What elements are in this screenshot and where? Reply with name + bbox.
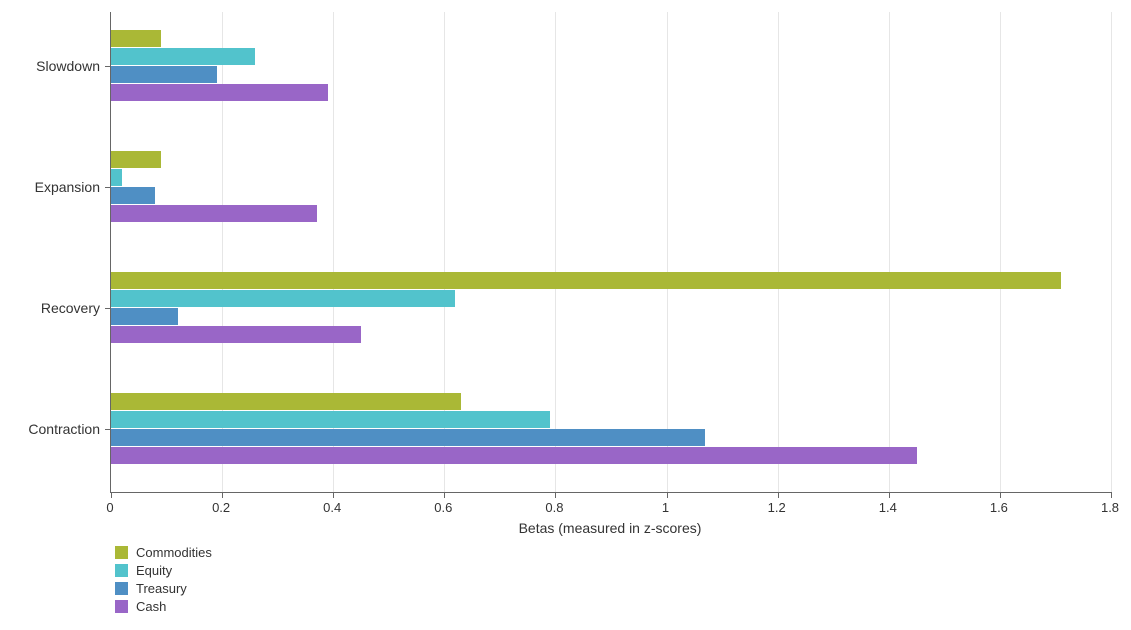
legend-item: Commodities bbox=[115, 546, 212, 559]
bar bbox=[111, 308, 178, 325]
grid-line bbox=[889, 12, 890, 492]
legend-item: Cash bbox=[115, 600, 212, 613]
legend-item: Treasury bbox=[115, 582, 212, 595]
x-tick-mark bbox=[1111, 492, 1112, 498]
grid-line bbox=[667, 12, 668, 492]
x-tick-label: 1.2 bbox=[768, 500, 786, 515]
x-tick-label: 1.6 bbox=[990, 500, 1008, 515]
bar bbox=[111, 169, 122, 186]
legend-label: Equity bbox=[136, 564, 172, 577]
y-category-label: Expansion bbox=[35, 179, 100, 195]
legend: Commodities Equity Treasury Cash bbox=[115, 546, 212, 618]
x-tick-label: 1 bbox=[662, 500, 669, 515]
x-tick-mark bbox=[555, 492, 556, 498]
x-tick-label: 0.4 bbox=[323, 500, 341, 515]
x-tick-mark bbox=[222, 492, 223, 498]
legend-item: Equity bbox=[115, 564, 212, 577]
bar bbox=[111, 205, 317, 222]
bar bbox=[111, 447, 917, 464]
x-tick-label: 0.6 bbox=[434, 500, 452, 515]
beta-chart: 0 0.2 0.4 0.6 0.8 1 1.2 1.4 1.6 1.8 Betas (measure… bbox=[0, 0, 1131, 630]
bar bbox=[111, 326, 361, 343]
grid-line bbox=[555, 12, 556, 492]
grid-line bbox=[1000, 12, 1001, 492]
x-tick-mark bbox=[111, 492, 112, 498]
x-tick-mark bbox=[444, 492, 445, 498]
bar bbox=[111, 66, 217, 83]
bar bbox=[111, 411, 550, 428]
bar bbox=[111, 393, 461, 410]
x-tick-label: 1.8 bbox=[1101, 500, 1119, 515]
y-category-label: Slowdown bbox=[36, 58, 100, 74]
x-tick-mark bbox=[1000, 492, 1001, 498]
y-category-label: Recovery bbox=[41, 300, 100, 316]
x-tick-label: 0.2 bbox=[212, 500, 230, 515]
bar bbox=[111, 272, 1061, 289]
y-category-label: Contraction bbox=[28, 421, 100, 437]
legend-swatch bbox=[115, 546, 128, 559]
bar bbox=[111, 290, 455, 307]
x-tick-mark bbox=[667, 492, 668, 498]
legend-swatch bbox=[115, 582, 128, 595]
bar bbox=[111, 84, 328, 101]
x-tick-mark bbox=[889, 492, 890, 498]
bar bbox=[111, 48, 255, 65]
x-tick-label: 1.4 bbox=[879, 500, 897, 515]
bar bbox=[111, 151, 161, 168]
x-tick-label: 0.8 bbox=[545, 500, 563, 515]
legend-label: Cash bbox=[136, 600, 166, 613]
x-tick-label: 0 bbox=[106, 500, 113, 515]
legend-swatch bbox=[115, 600, 128, 613]
plot-area bbox=[110, 12, 1111, 493]
bar bbox=[111, 30, 161, 47]
x-tick-mark bbox=[333, 492, 334, 498]
bar bbox=[111, 429, 705, 446]
grid-line bbox=[1111, 12, 1112, 492]
legend-label: Commodities bbox=[136, 546, 212, 559]
x-axis-label: Betas (measured in z-scores) bbox=[519, 520, 702, 536]
x-tick-mark bbox=[778, 492, 779, 498]
grid-line bbox=[778, 12, 779, 492]
bar bbox=[111, 187, 155, 204]
legend-swatch bbox=[115, 564, 128, 577]
legend-label: Treasury bbox=[136, 582, 187, 595]
